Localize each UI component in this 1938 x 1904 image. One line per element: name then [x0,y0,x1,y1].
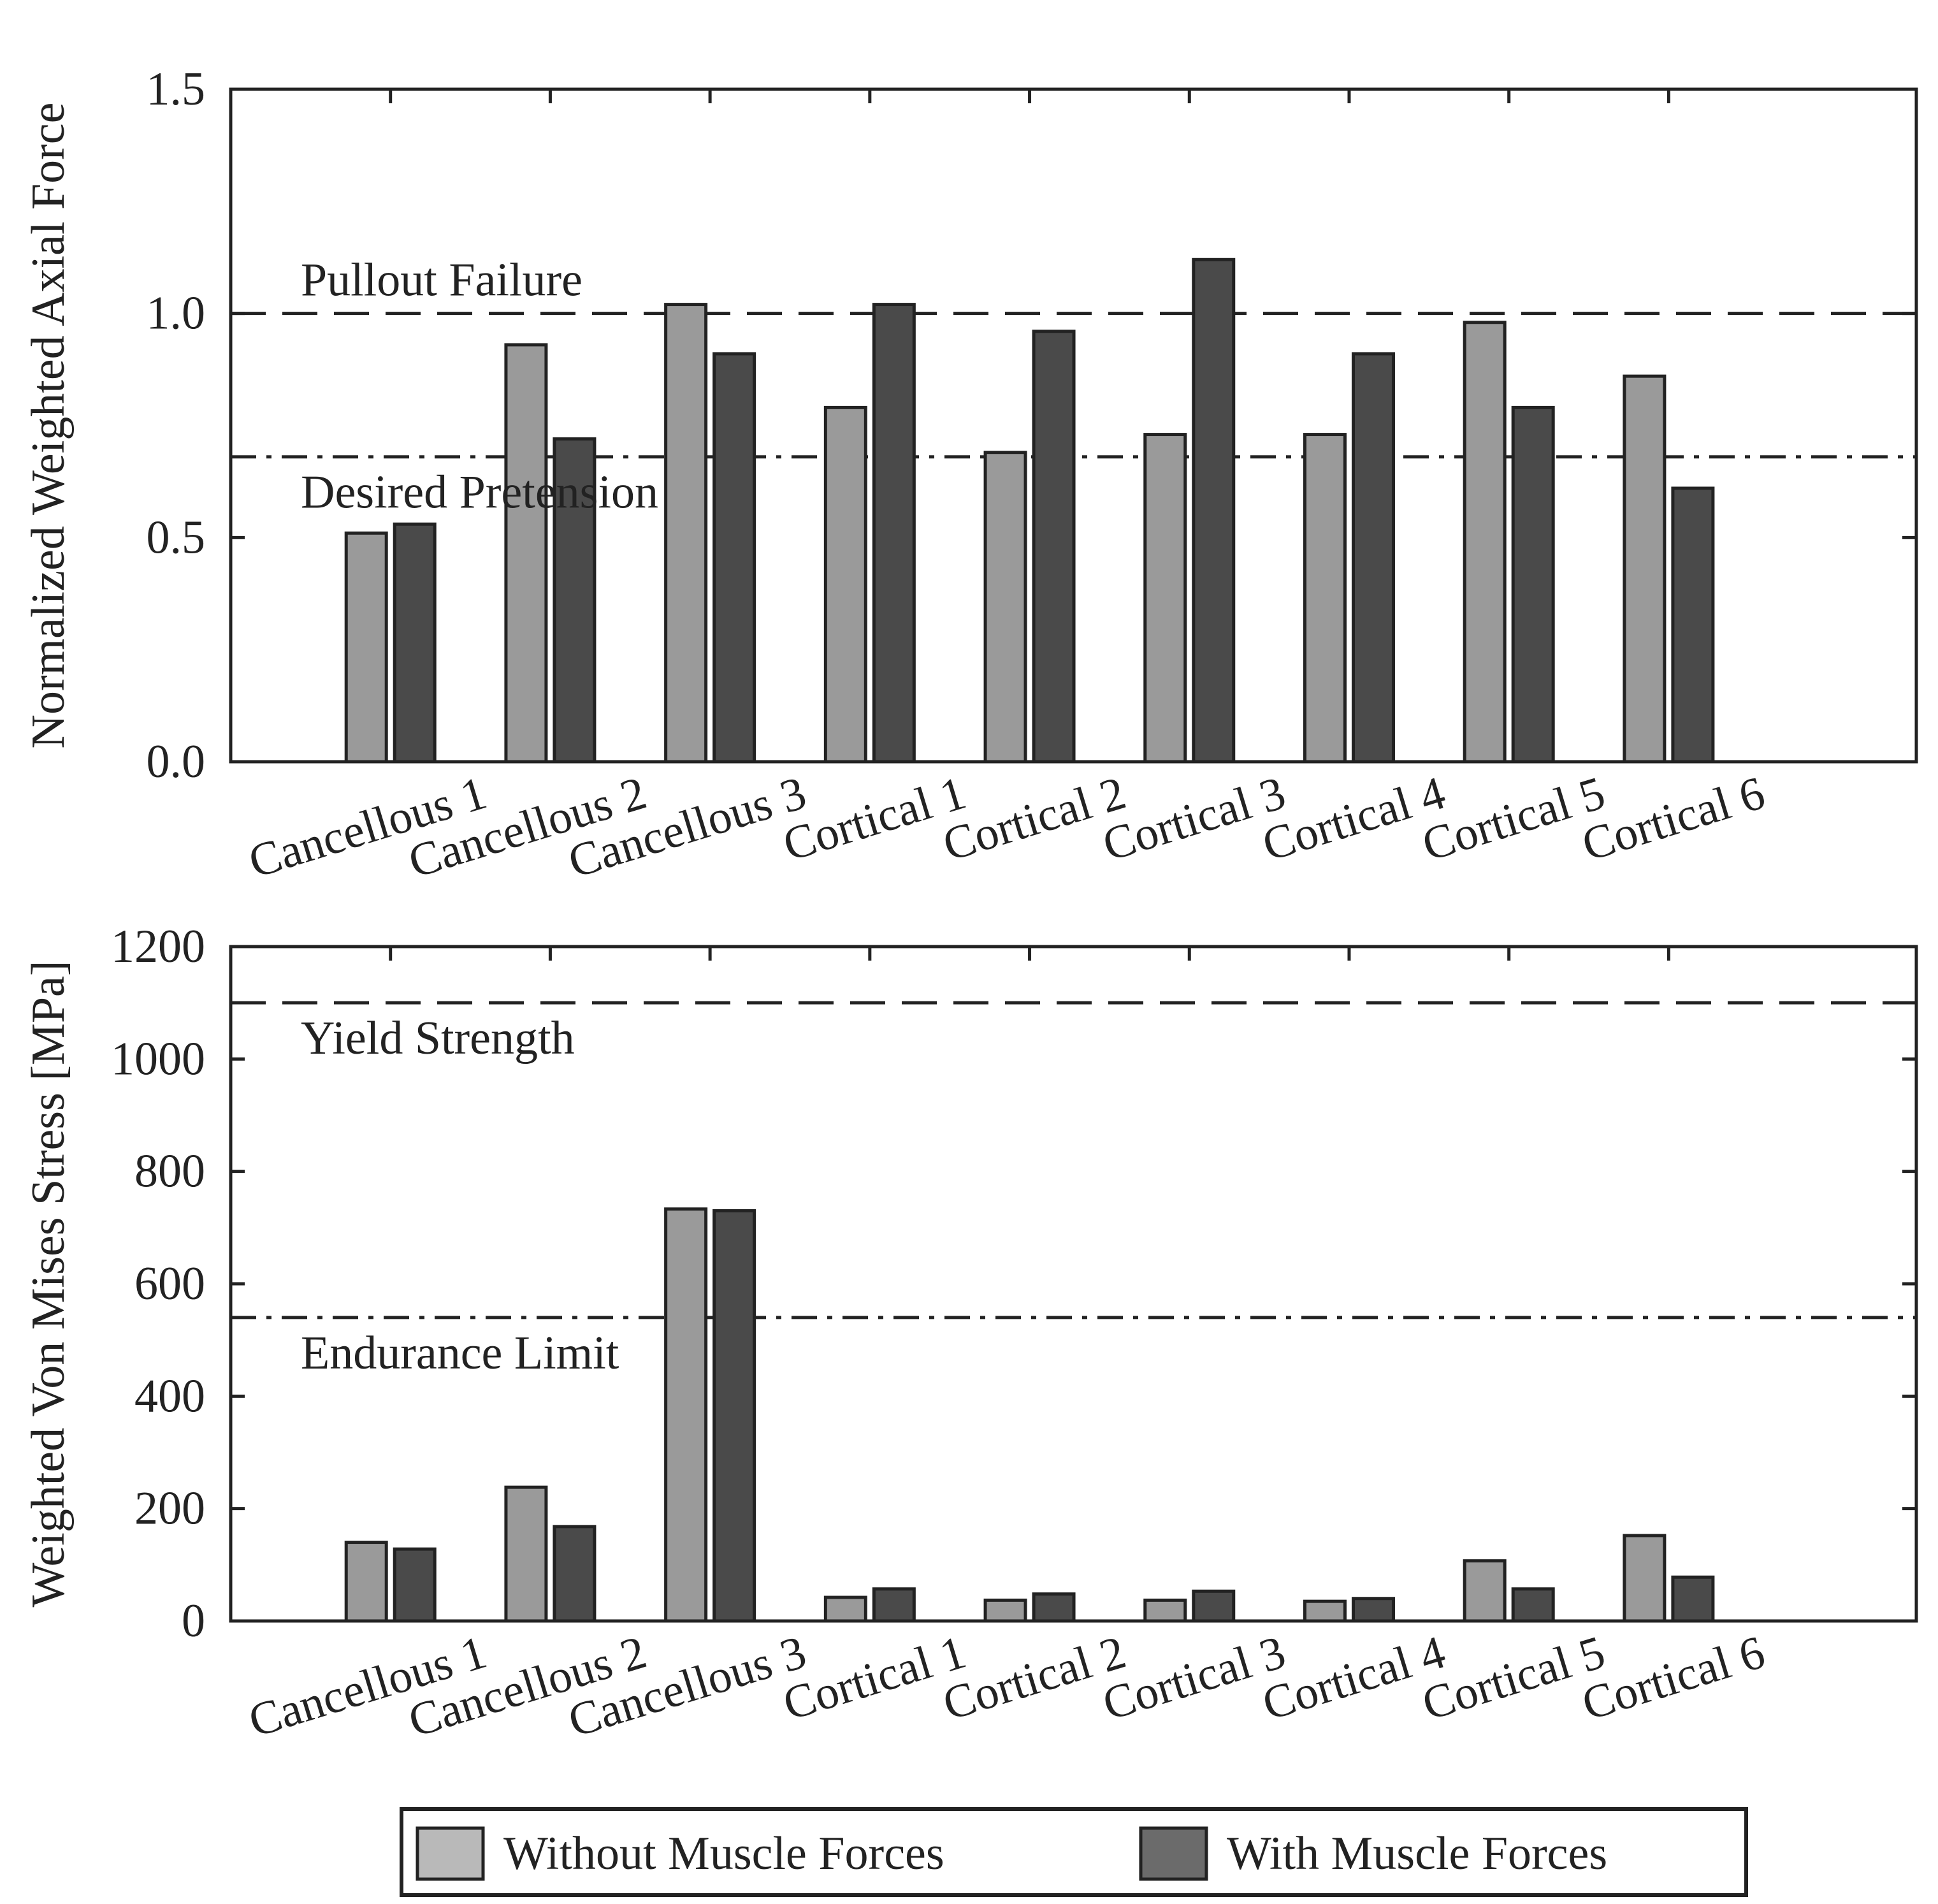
y-tick-label: 200 [134,1483,205,1535]
bar-with-cancellous-1 [393,1547,437,1623]
legend-swatch-without [416,1826,485,1881]
x-tick-label: Cortical 1 [777,767,972,871]
y-tick-label: 400 [134,1370,205,1422]
y-tick-label: 1.5 [147,63,206,115]
bar-with-cortical-6 [1671,486,1715,764]
x-tick-label: Cortical 6 [1576,1626,1770,1731]
bar-with-cortical-4 [1351,1597,1395,1623]
bar-without-cortical-1 [823,405,867,764]
bar-without-cortical-4 [1303,1599,1347,1623]
bar-without-cortical-2 [983,451,1027,764]
legend-swatch-with [1139,1826,1208,1881]
y-tick-label: 1.0 [147,287,206,340]
y-tick-label: 0.0 [147,736,206,788]
x-tick-label: Cortical 5 [1417,767,1611,871]
x-tick-label: Cortical 4 [1257,1626,1451,1731]
bar-without-cancellous-2 [504,343,548,764]
bar-without-cortical-4 [1303,433,1347,764]
x-tick-label: Cortical 6 [1576,767,1770,871]
bar-with-cortical-6 [1671,1575,1715,1623]
x-tick-label: Cortical 3 [1097,767,1291,871]
y-axis-title: Normalized Weighted Axial Force [22,103,75,749]
x-tick-label: Cortical 1 [777,1626,972,1731]
bar-with-cancellous-3 [712,352,756,764]
bar-with-cancellous-3 [712,1209,756,1623]
annotation-pullout-failure: Pullout Failure [301,254,582,307]
bar-with-cortical-3 [1192,258,1236,764]
bar-without-cancellous-1 [344,531,388,764]
annotation-desired-pretension: Desired Pretension [301,467,658,519]
x-tick-label: Cortical 2 [937,1626,1132,1731]
x-tick-label: Cortical 5 [1417,1626,1611,1731]
bar-with-cortical-3 [1192,1589,1236,1623]
bar-without-cortical-5 [1463,321,1507,764]
y-tick-label: 1200 [111,920,205,973]
bar-with-cortical-1 [872,1587,916,1623]
bar-with-cortical-1 [872,303,916,764]
axes-frame [229,87,1918,764]
bar-with-cortical-4 [1351,352,1395,764]
bar-with-cortical-2 [1032,1592,1076,1623]
bar-with-cancellous-2 [553,1525,597,1623]
bar-without-cancellous-3 [664,1207,708,1623]
y-tick-label: 600 [134,1258,205,1310]
annotation-yield-strength: Yield Strength [301,1012,575,1065]
legend-label-without: Without Muscle Forces [503,1828,944,1880]
bar-with-cortical-5 [1511,1587,1555,1623]
legend-box [400,1807,1748,1897]
bar-with-cortical-2 [1032,330,1076,764]
y-tick-label: 0.5 [147,511,206,563]
y-tick-label: 0 [182,1595,205,1647]
bar-without-cortical-6 [1623,374,1667,764]
bar-without-cortical-6 [1623,1534,1667,1623]
x-tick-label: Cortical 3 [1097,1626,1291,1731]
bar-without-cortical-5 [1463,1559,1507,1623]
x-tick-label: Cortical 2 [937,767,1132,871]
y-tick-label: 800 [134,1145,205,1198]
legend-label-with: With Muscle Forces [1227,1828,1607,1880]
x-tick-label: Cortical 4 [1257,767,1451,871]
bar-with-cancellous-1 [393,522,437,764]
bar-without-cancellous-1 [344,1541,388,1623]
bar-without-cortical-3 [1143,1598,1187,1623]
y-axis-title: Weighted Von Mises Stress [MPa] [22,961,75,1608]
bar-without-cancellous-2 [504,1485,548,1623]
y-tick-label: 1000 [111,1033,205,1085]
bar-without-cortical-1 [823,1595,867,1623]
bar-without-cancellous-3 [664,303,708,764]
bar-without-cortical-2 [983,1598,1027,1623]
legend: Without Muscle Forces With Muscle Forces [400,1807,1748,1897]
annotation-endurance-limit: Endurance Limit [301,1327,619,1379]
bar-with-cortical-5 [1511,405,1555,764]
bar-without-cortical-3 [1143,433,1187,764]
